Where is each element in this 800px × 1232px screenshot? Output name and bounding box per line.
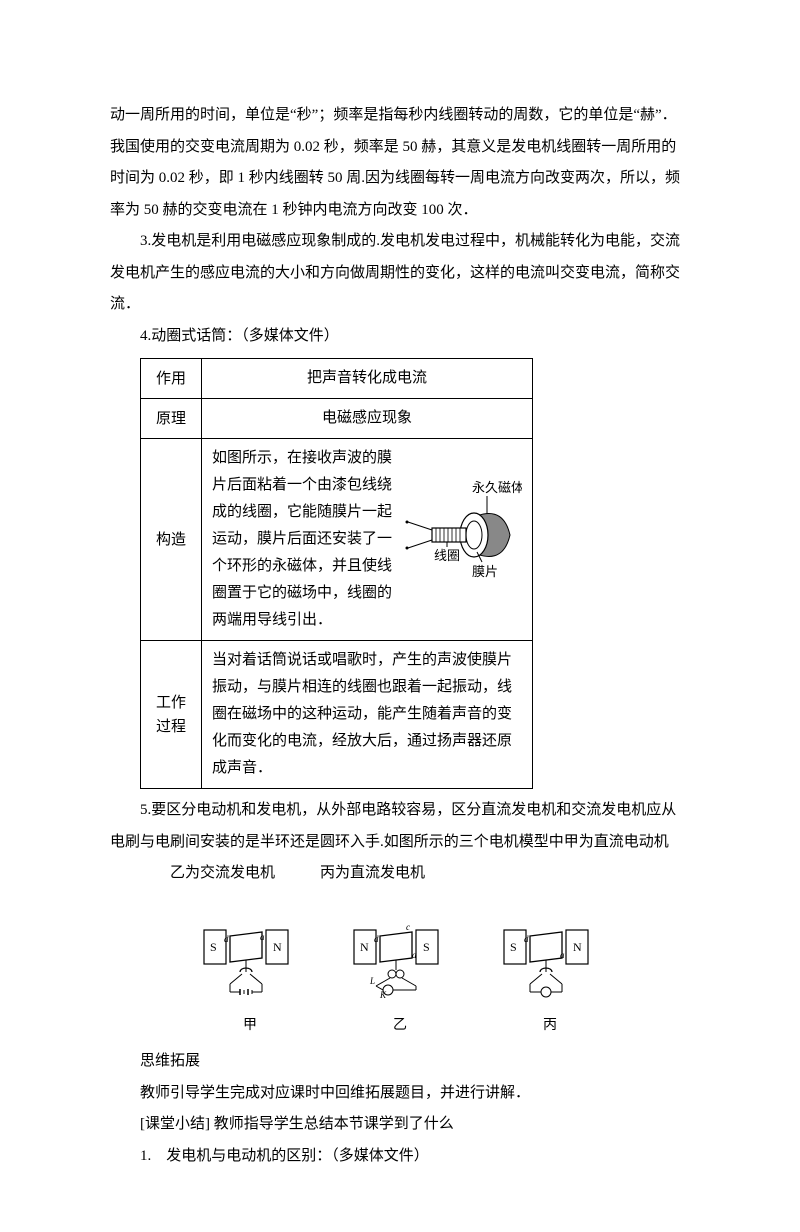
svg-text:N: N — [360, 940, 369, 954]
label-membrane: 膜片 — [472, 564, 498, 579]
motor-b-label: 乙 — [350, 1011, 450, 1040]
svg-text:S: S — [510, 940, 517, 954]
svg-text:L: L — [369, 976, 375, 986]
cell-construct-value: 如图所示，在接收声波的膜片后面粘着一个由漆包线绕成的线圈，它能随膜片一起运动，膜… — [202, 439, 533, 641]
paragraph-3: 4.动圈式话筒：（多媒体文件） — [110, 321, 690, 353]
svg-text:d: d — [374, 934, 379, 944]
svg-text:a: a — [412, 950, 417, 960]
cell-construct-label: 构造 — [141, 439, 202, 641]
svg-text:S: S — [210, 940, 217, 954]
motor-a-label: 甲 — [200, 1011, 300, 1040]
label-magnet: 永久磁体 — [472, 480, 522, 495]
svg-text:d: d — [224, 934, 229, 944]
cell-principle-value: 电磁感应现象 — [202, 399, 533, 439]
motor-c-label: 丙 — [500, 1011, 600, 1040]
paragraph-5: 5.要区分电动机和发电机，从外部电路较容易，区分直流发电机和交流发电机应从电刷与… — [110, 795, 690, 858]
construct-text: 如图所示，在接收声波的膜片后面粘着一个由漆包线绕成的线圈，它能随膜片一起运动，膜… — [212, 445, 394, 634]
svg-text:K: K — [379, 990, 387, 998]
document-page: 动一周所用的时间，单位是“秒”；频率是指每秒内线圈转动的周数，它的单位是“赫”．… — [0, 0, 800, 1232]
svg-text:a: a — [560, 950, 565, 960]
svg-text:d: d — [524, 934, 529, 944]
cell-function-label: 作用 — [141, 359, 202, 399]
cell-function-value: 把声音转化成电流 — [202, 359, 533, 399]
paragraph-2: 3.发电机是利用电磁感应现象制成的.发电机发电过程中，机械能转化为电能，交流发电… — [110, 226, 690, 321]
paragraph-8: [课堂小结] 教师指导学生总结本节课学到了什么 — [110, 1109, 690, 1141]
paragraph-9: 1. 发电机与电动机的区别：（多媒体文件） — [110, 1141, 690, 1173]
svg-text:c: c — [406, 922, 410, 932]
motor-c: S N d a 丙 — [500, 918, 600, 1041]
motor-b: N S L K c a d 乙 — [350, 918, 450, 1041]
microphone-diagram: 永久磁体 线圈 — [402, 480, 522, 600]
svg-text:a: a — [260, 932, 265, 942]
motor-diagrams-row: S N d a 甲 — [110, 918, 690, 1041]
cell-process-value: 当对着话筒说话或唱歌时，产生的声波使膜片振动，与膜片相连的线圈也跟着一起振动，线… — [202, 641, 533, 789]
label-coil: 线圈 — [434, 548, 460, 563]
svg-text:N: N — [573, 940, 582, 954]
cell-principle-label: 原理 — [141, 399, 202, 439]
paragraph-5b: 乙为交流发电机 丙为直流发电机 — [110, 858, 690, 890]
paragraph-6: 思维拓展 — [110, 1046, 690, 1078]
microphone-table: 作用 把声音转化成电流 原理 电磁感应现象 构造 如图所示，在接收声波的膜片后面… — [140, 358, 533, 789]
paragraph-1: 动一周所用的时间，单位是“秒”；频率是指每秒内线圈转动的周数，它的单位是“赫”．… — [110, 100, 690, 226]
svg-text:N: N — [273, 940, 282, 954]
paragraph-7: 教师引导学生完成对应课时中回维拓展题目，并进行讲解． — [110, 1078, 690, 1110]
cell-process-label: 工作过程 — [141, 641, 202, 789]
svg-text:S: S — [423, 940, 430, 954]
motor-a: S N d a 甲 — [200, 918, 300, 1041]
